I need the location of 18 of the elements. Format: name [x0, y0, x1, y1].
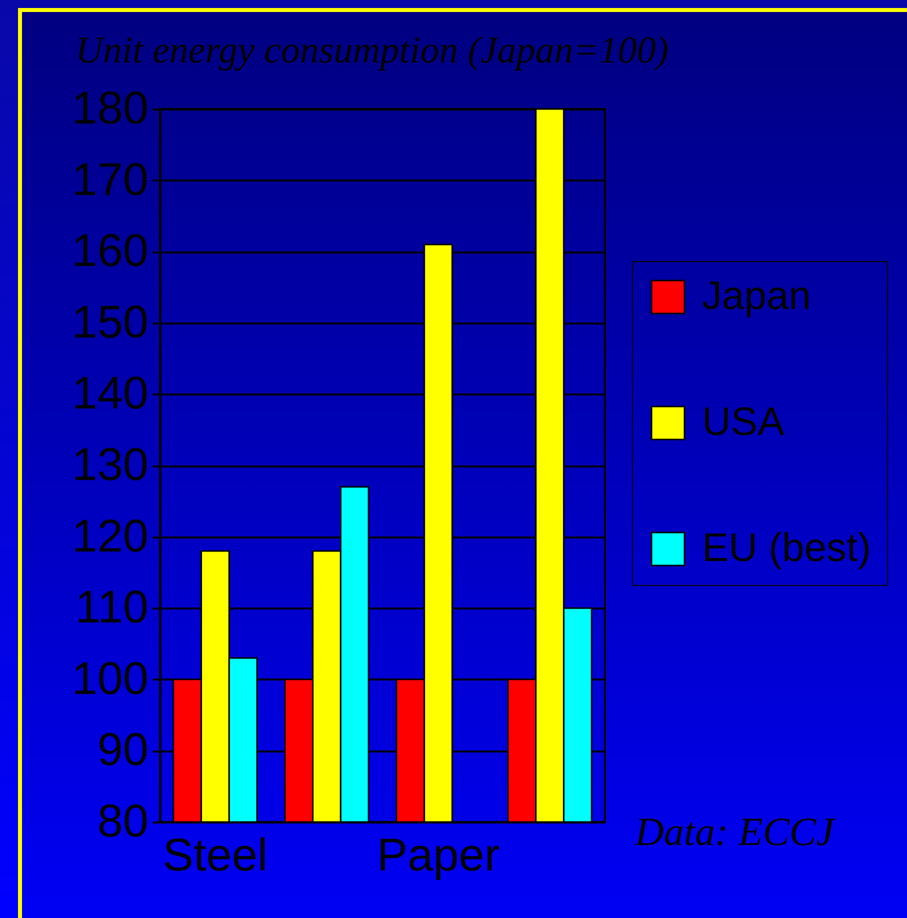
y-tick-label: 120 [72, 509, 148, 562]
y-tick-label: 140 [72, 366, 148, 419]
legend-label: Japan [702, 274, 811, 318]
text: Data: ECCJ [634, 809, 836, 854]
y-axis-title: Unit energy consumption (Japan=100) [76, 30, 669, 72]
x-tick-label: Steel [162, 828, 268, 880]
y-tick-label: 180 [72, 82, 148, 134]
y-tick-label: 80 [97, 794, 148, 846]
y-tick-label: 150 [72, 295, 148, 348]
y-tick-label: 160 [72, 224, 148, 276]
legend-label: USA [702, 400, 785, 444]
y-tick-label: 90 [97, 723, 148, 776]
legend-label: EU (best) [702, 526, 871, 570]
y-tick-label: 130 [72, 438, 148, 490]
y-tick-label: 170 [72, 152, 148, 205]
y-tick-label: 110 [75, 580, 148, 633]
x-tick-label: Paper [376, 828, 500, 880]
y-tick-label: 100 [72, 652, 148, 704]
